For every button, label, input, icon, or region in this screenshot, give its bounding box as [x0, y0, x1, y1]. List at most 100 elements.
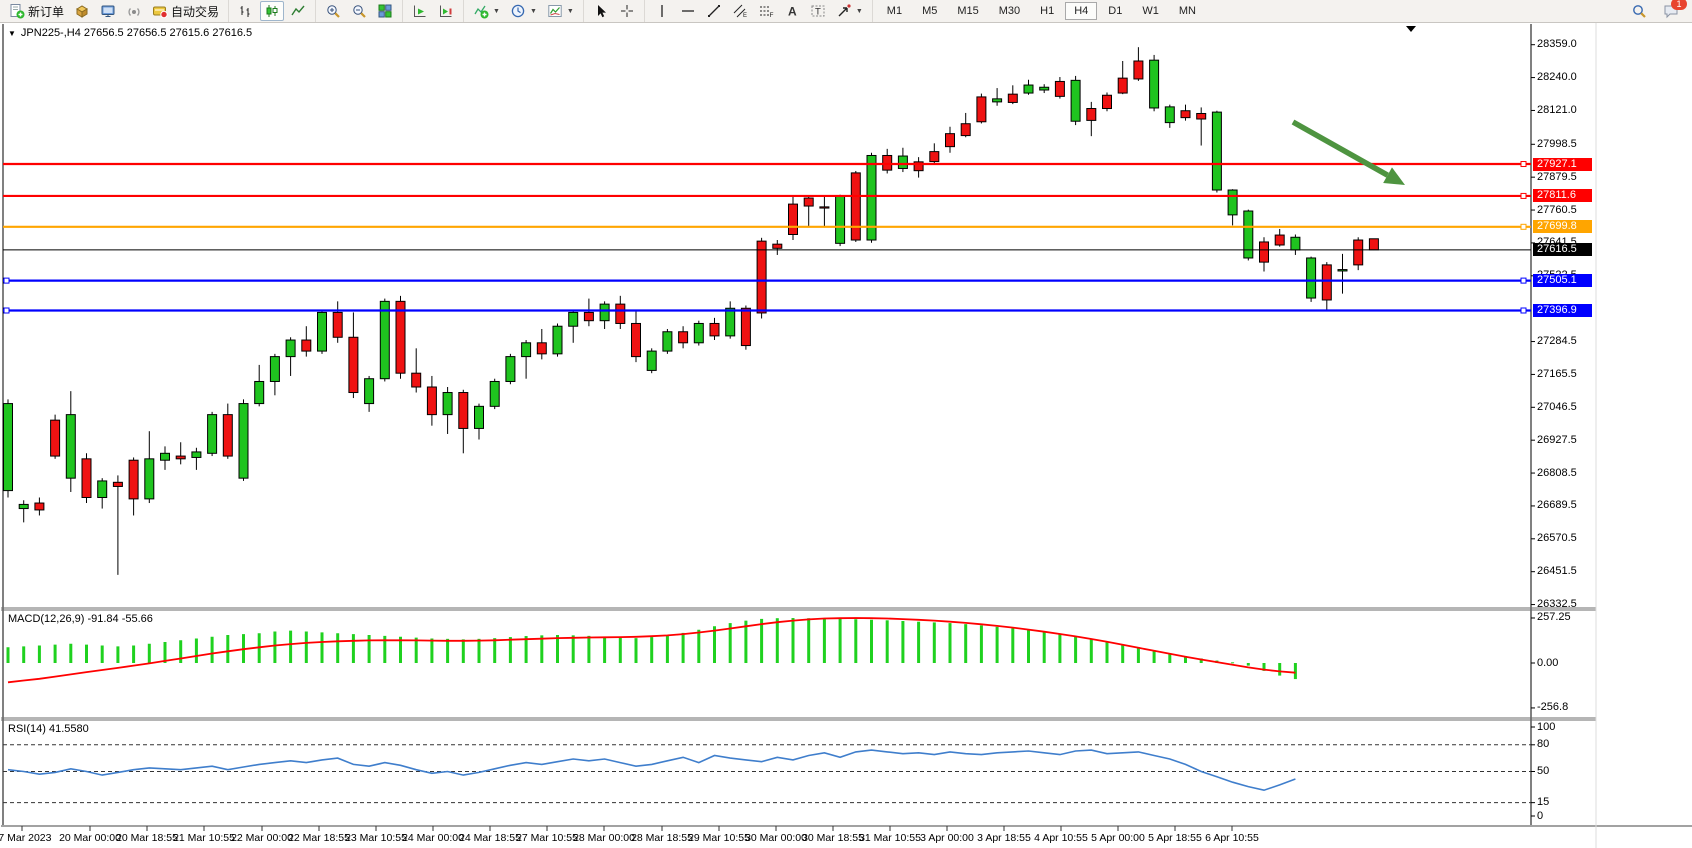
zoom-out-button[interactable]: [347, 1, 371, 21]
indicators-add-button[interactable]: ▼: [469, 1, 504, 21]
chevron-down-icon[interactable]: ▼: [493, 7, 500, 15]
macd-histogram-bar: [854, 619, 858, 663]
macd-histogram-bar: [603, 636, 607, 663]
chat-button[interactable]: 1: [1659, 0, 1687, 21]
cursor-arrow-button[interactable]: [589, 1, 613, 21]
timeframe-m30[interactable]: M30: [998, 5, 1021, 17]
auto-scroll-button[interactable]: [408, 1, 432, 21]
macd-histogram-bar: [556, 635, 559, 663]
macd-axis-tick: -256.8: [1537, 701, 1569, 714]
candle-body: [1227, 189, 1238, 216]
candle-chart-button[interactable]: [260, 1, 285, 21]
price-axis-tick: 27879.5: [1537, 170, 1577, 183]
vertical-line-button[interactable]: [650, 1, 674, 21]
toolbar-right: 1: [1626, 0, 1692, 21]
timeframe-d1[interactable]: D1: [1108, 5, 1123, 17]
rsi-axis-tick: 80: [1537, 738, 1550, 751]
text-a-button[interactable]: [780, 1, 804, 21]
candle-body: [646, 350, 657, 371]
time-axis-label: 27 Mar 10:55: [516, 832, 578, 844]
crosshair-button[interactable]: [615, 1, 639, 21]
level-price-label: 27811.6: [1533, 189, 1592, 203]
macd-axis-tick: 0.00: [1537, 656, 1559, 669]
timeframe-m15[interactable]: M15: [957, 5, 979, 17]
macd-histogram-bar: [1199, 658, 1203, 663]
text-label-button[interactable]: [806, 1, 830, 21]
candle-body: [379, 300, 390, 380]
notification-badge[interactable]: 1: [1671, 0, 1687, 10]
macd-histogram-bar: [791, 618, 795, 663]
macd-histogram-bar: [1074, 636, 1078, 663]
market-cube-button[interactable]: [70, 1, 94, 21]
text-label-icon: [810, 3, 826, 19]
signal-icon: [126, 3, 142, 19]
fibonacci-button[interactable]: [754, 1, 778, 21]
candle-body: [1149, 59, 1160, 109]
timeframe-m5[interactable]: M5: [922, 5, 938, 17]
macd-histogram-bar: [163, 642, 167, 663]
charts-monitor-button[interactable]: [96, 1, 120, 21]
arrows-shapes-button[interactable]: ▼: [832, 1, 867, 21]
candle-body: [835, 195, 846, 244]
macd-histogram-bar: [22, 646, 26, 663]
time-axis-label: 29 Mar 10:55: [688, 832, 750, 844]
candle-body: [222, 414, 233, 457]
horizontal-line-icon: [680, 3, 696, 19]
candle-body: [285, 339, 296, 358]
equidistant-channel-button[interactable]: [728, 1, 752, 21]
candle-body: [1086, 108, 1097, 121]
macd-histogram-bar: [351, 634, 355, 663]
line-chart-button[interactable]: [286, 1, 310, 21]
timeframe-h4[interactable]: H4: [1065, 2, 1098, 20]
macd-histogram-bar: [1105, 641, 1109, 663]
tile-windows-button[interactable]: [373, 1, 397, 21]
chevron-down-icon[interactable]: ▼: [529, 7, 537, 15]
candle-body: [65, 414, 76, 479]
timeframe-h1[interactable]: H1: [1040, 5, 1055, 17]
chevron-down-icon[interactable]: ▼: [566, 7, 574, 15]
timeframe-w1[interactable]: W1: [1142, 5, 1159, 17]
chevron-down-icon[interactable]: ▼: [855, 7, 863, 15]
new-order-button[interactable]: 新订单: [5, 1, 68, 22]
template-button[interactable]: ▼: [543, 1, 578, 21]
macd-histogram-bar: [932, 622, 936, 663]
signal-button[interactable]: [122, 1, 146, 21]
candle-body: [442, 392, 453, 416]
candle-body: [1070, 79, 1081, 122]
macd-histogram-bar: [1121, 644, 1125, 663]
autotrade-button-label: 自动交易: [171, 4, 220, 19]
timeframe-m1[interactable]: M1: [886, 5, 903, 17]
periods-clock-button[interactable]: ▼: [506, 1, 541, 21]
horizontal-line-button[interactable]: [676, 1, 700, 21]
chart-title-text: JPN225-,H4 27656.5 27656.5 27615.6 27616…: [20, 27, 253, 39]
macd-histogram-bar: [713, 626, 716, 663]
candle-body: [1274, 234, 1285, 246]
chart-shift-button[interactable]: [434, 1, 458, 21]
timeframe-mn[interactable]: MN: [1178, 5, 1196, 17]
line-handle: [3, 277, 10, 284]
candle-body: [819, 206, 830, 209]
macd-histogram-bar: [116, 646, 120, 663]
chart-menu-triangle-icon[interactable]: ▼: [8, 28, 16, 38]
bar-chart-icon: [238, 3, 254, 19]
candle-body: [1054, 80, 1065, 97]
candle-body: [112, 481, 123, 487]
candle-body: [207, 414, 218, 454]
trend-line-button[interactable]: [702, 1, 726, 21]
rsi-axis-tick: 100: [1537, 720, 1556, 733]
macd-histogram-bar: [1042, 632, 1046, 663]
macd-histogram-bar: [85, 644, 88, 663]
candle-body: [175, 455, 186, 460]
macd-histogram-bar: [461, 639, 465, 663]
candle-body: [615, 303, 626, 324]
bar-chart-button[interactable]: [234, 1, 258, 21]
candle-body: [1306, 257, 1317, 299]
search-button[interactable]: [1627, 1, 1651, 21]
trend-line-icon: [706, 3, 722, 19]
candle-body: [850, 172, 861, 241]
zoom-in-button[interactable]: [321, 1, 345, 21]
autotrade-button[interactable]: 自动交易: [148, 1, 223, 22]
down-arrow-annotation[interactable]: [1291, 119, 1405, 185]
candle-body: [945, 133, 955, 148]
